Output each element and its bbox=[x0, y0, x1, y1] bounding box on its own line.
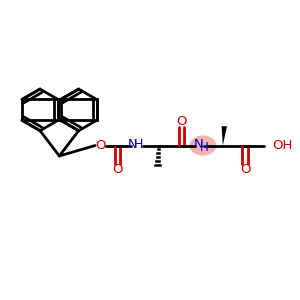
Ellipse shape bbox=[190, 135, 216, 156]
Text: O: O bbox=[112, 164, 123, 176]
Text: O: O bbox=[96, 139, 106, 152]
Polygon shape bbox=[222, 126, 227, 146]
Text: H: H bbox=[134, 138, 143, 151]
Text: N: N bbox=[128, 138, 137, 151]
Text: OH: OH bbox=[272, 139, 292, 152]
Text: N: N bbox=[194, 138, 204, 151]
Text: O: O bbox=[176, 115, 187, 128]
Text: H: H bbox=[200, 141, 209, 154]
Text: O: O bbox=[240, 164, 250, 176]
